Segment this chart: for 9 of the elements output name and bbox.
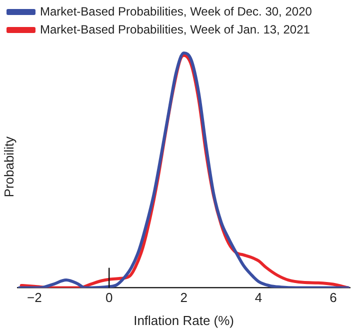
x-tick-label: 4	[254, 290, 262, 306]
legend-label: Market-Based Probabilities, Week of Dec. 30, 2020	[40, 4, 312, 18]
x-tick-label: 6	[330, 290, 337, 306]
x-axis-title: Inflation Rate (%)	[134, 312, 234, 328]
y-axis-title: Probability	[1, 136, 16, 198]
x-tick-label: 2	[180, 290, 188, 306]
legend-label: Market-Based Probabilities, Week of Jan. 13, 2021	[40, 22, 310, 36]
x-tick-label: 0	[105, 290, 113, 306]
x-tick-label: −2	[26, 290, 42, 306]
